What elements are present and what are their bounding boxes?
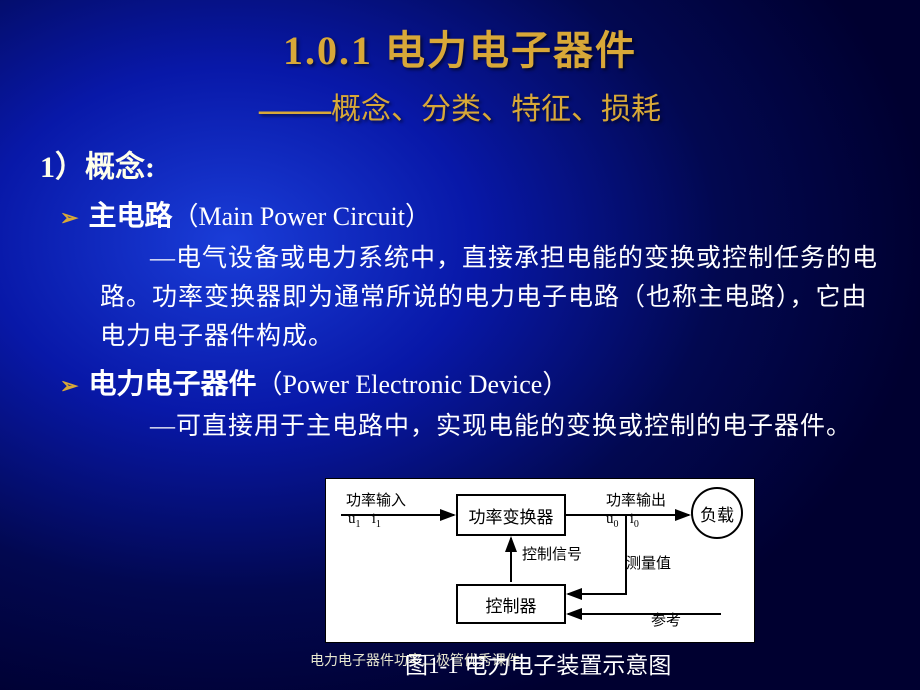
title-sub: ——概念、分类、特征、损耗 — [0, 84, 920, 130]
section-heading: 1）概念: — [40, 142, 880, 186]
title-block: 1.0.1 电力电子器件 ——概念、分类、特征、损耗 — [0, 0, 920, 130]
title-dash: —— — [259, 89, 331, 129]
chevron-icon: ➢ — [60, 373, 78, 399]
title-subtext: 概念、分类、特征、损耗 — [331, 93, 661, 126]
bullet-2: ➢ 电力电子器件（Power Electronic Device） — [60, 362, 880, 402]
diagram-arrows — [326, 479, 756, 644]
title-main: 1.0.1 电力电子器件 — [0, 18, 920, 76]
bullet-2-body: —可直接用于主电路中，实现电能的变换或控制的电子器件。 — [100, 408, 880, 447]
bullet-1-paren: （Main Power Circuit） — [172, 202, 431, 231]
bullet-1-term: 主电路 — [88, 201, 172, 232]
block-diagram: 功率输入 u1 i1 功率变换器 功率输出 u0 i0 负载 控制信号 控制器 … — [325, 478, 755, 643]
diagram-caption: 图1-1 电力电子装置示意图 — [405, 646, 671, 680]
content-area: 1）概念: ➢ 主电路（Main Power Circuit） —电气设备或电力… — [0, 130, 920, 447]
chevron-icon: ➢ — [60, 205, 78, 231]
bullet-2-paren: （Power Electronic Device） — [256, 370, 568, 399]
bullet-1: ➢ 主电路（Main Power Circuit） — [60, 194, 880, 234]
bullet-1-body: —电气设备或电力系统中，直接承担电能的变换或控制任务的电路。功率变换器即为通常所… — [100, 240, 880, 356]
bullet-2-term: 电力电子器件 — [88, 369, 256, 400]
